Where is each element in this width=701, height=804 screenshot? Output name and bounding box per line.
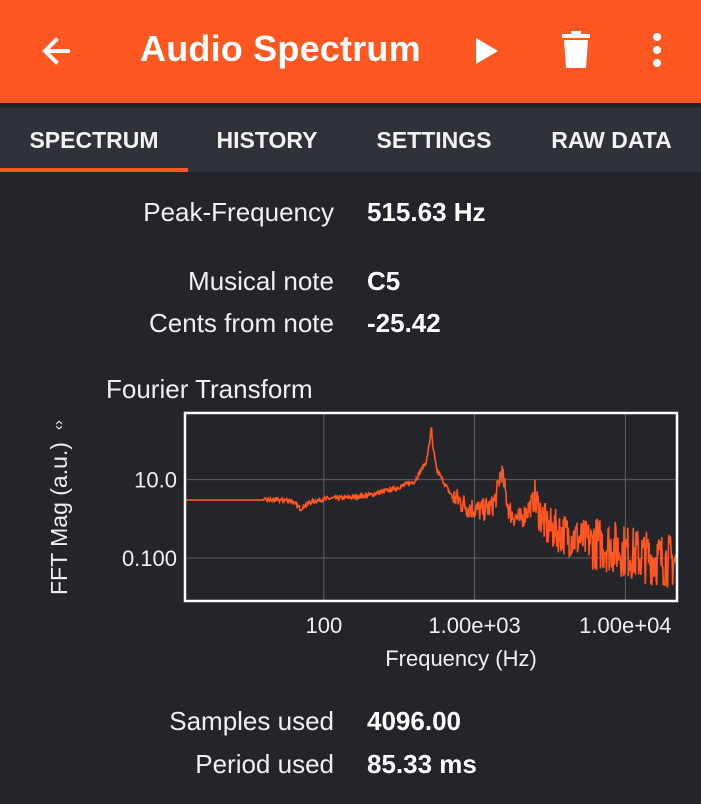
y-axis-label-group[interactable]: FFT Mag (a.u.) ‹› <box>42 385 76 595</box>
app-bar-shadow <box>0 103 701 109</box>
tab-raw-data[interactable]: RAW DATA <box>551 126 672 153</box>
spectrum-series <box>185 426 678 588</box>
x-tick-label: 1.00e+03 <box>428 613 520 638</box>
more-vert-icon[interactable] <box>645 30 669 70</box>
x-tick-label: 1.00e+04 <box>579 613 671 638</box>
period-used-label: Period used <box>195 749 334 779</box>
tab-spectrum[interactable]: SPECTRUM <box>0 108 188 172</box>
trash-icon[interactable] <box>560 30 592 70</box>
musical-note-value: C5 <box>367 266 401 296</box>
cents-from-note-label: Cents from note <box>149 308 334 338</box>
y-axis-label: FFT Mag (a.u.) <box>45 442 72 595</box>
y-tick-label: 0.100 <box>122 546 177 571</box>
samples-used-label: Samples used <box>169 706 334 736</box>
tab-bar: SPECTRUM HISTORY SETTINGS RAW DATA <box>0 108 701 172</box>
app-title: Audio Spectrum <box>140 28 421 69</box>
peak-frequency-label: Peak-Frequency <box>143 197 334 227</box>
samples-used-value: 4096.00 <box>367 706 461 736</box>
x-axis-label: Frequency (Hz) <box>385 646 537 671</box>
y-tick-label: 10.0 <box>134 468 177 493</box>
peak-frequency-value: 515.63 Hz <box>367 197 486 227</box>
musical-note-label: Musical note <box>188 266 334 296</box>
tab-history[interactable]: HISTORY <box>216 126 318 153</box>
plot-frame <box>183 411 679 603</box>
play-icon[interactable] <box>470 34 502 68</box>
app-bar: Audio Spectrum <box>0 0 701 103</box>
chart-grid <box>185 413 677 601</box>
chart-title: Fourier Transform <box>106 374 313 404</box>
x-tick-label: 100 <box>305 613 342 638</box>
cents-from-note-value: -25.42 <box>367 308 441 338</box>
expand-chevron-icon[interactable]: ‹› <box>50 420 67 431</box>
axis-ticks: 100 1.00e+03 1.00e+04 10.0 0.100 <box>122 468 672 638</box>
tab-settings[interactable]: SETTINGS <box>376 126 492 153</box>
spectrum-line <box>185 426 678 588</box>
arrow-back-icon[interactable] <box>36 31 76 71</box>
period-used-value: 85.33 ms <box>367 749 477 779</box>
